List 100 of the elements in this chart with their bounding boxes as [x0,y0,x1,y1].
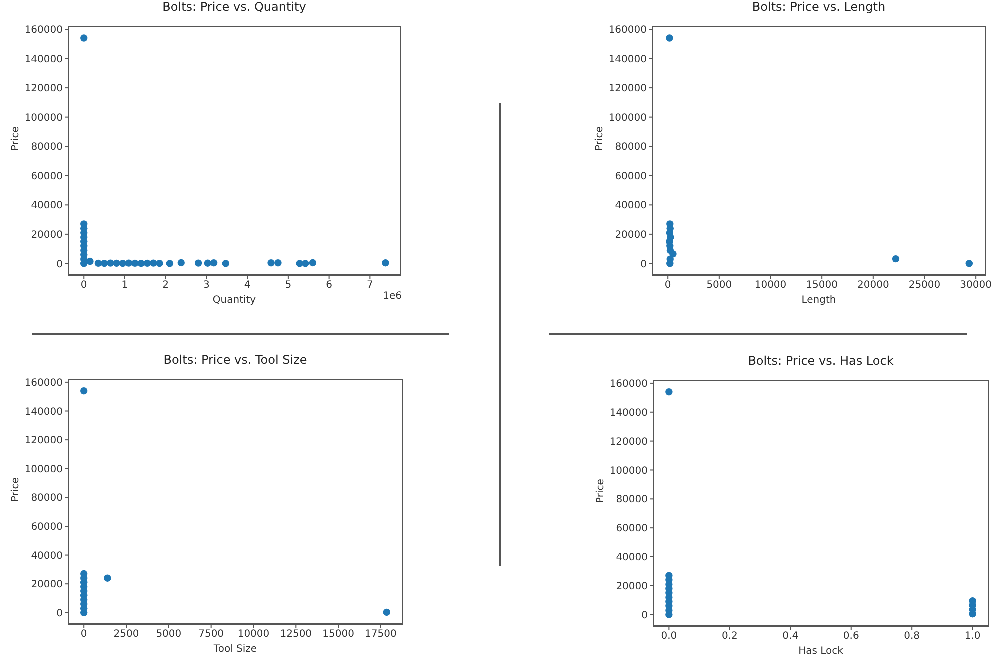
x-tick-label: 10000 [754,280,787,292]
point [966,260,973,268]
y-tick-label: 60000 [616,524,648,535]
point [104,574,112,582]
y-tick-label: 160000 [610,379,648,390]
y-tick-label: 120000 [608,84,647,95]
x-tick-label: 0 [80,629,88,640]
x-tick-label: 6 [326,280,332,292]
x-tick-label: 1 [122,280,128,292]
point [80,34,88,42]
point [138,260,145,268]
point [274,260,282,267]
point [94,260,102,268]
x-tick-label: 0 [80,280,88,292]
x-tick-label: 30000 [960,280,991,292]
y-tick-label: 140000 [24,406,63,418]
y-axis-title: Price [10,478,22,502]
x-axis-title: Tool Size [212,644,258,655]
point [80,260,88,268]
x-tick-label: 15000 [806,280,838,292]
point [969,610,976,618]
point [132,260,139,268]
y-tick-label: 140000 [24,54,63,66]
y-tick-label: 60000 [31,171,63,182]
x-tick-label: 10000 [238,629,270,640]
x-tick-label: 3 [204,280,210,292]
y-tick-label: 140000 [608,54,647,66]
x-tick-label: 5000 [156,629,182,640]
x-tick-label: 7500 [198,629,224,640]
y-tick-label: 100000 [608,112,647,124]
point [144,260,152,268]
x-axis-title: Quantity [212,295,256,306]
point [383,608,390,616]
x-tick-label: 12500 [280,629,312,640]
y-tick-label: 80000 [616,494,648,506]
point [80,387,88,395]
y-tick-label: 100000 [24,464,63,476]
point [892,255,900,263]
y-tick-label: 20000 [31,230,63,241]
point [100,260,108,268]
y-tick-label: 100000 [610,466,648,477]
y-axis-title: Price [10,126,22,151]
chart-title: Bolts: Price vs. Tool Size [162,353,308,367]
x-tick-label: 0.2 [722,631,738,642]
y-tick-label: 120000 [24,436,63,447]
point [86,258,94,266]
x-axis-title: Length [802,295,836,306]
y-tick-label: 80000 [615,142,647,154]
y-tick-label: 60000 [615,171,647,182]
x-tick-label: 0.4 [782,631,799,642]
point [222,260,230,268]
point [113,260,120,268]
point [268,260,275,267]
point [666,388,673,396]
y-tick-label: 20000 [616,581,648,592]
y-tick-label: 40000 [31,200,63,212]
x-tick-label: 0.0 [661,631,678,642]
y-axis-title: Price [596,479,607,504]
x-tick-label: 5000 [706,280,732,292]
chart-title: Bolts: Price vs. Quantity [162,0,308,14]
x-tick-label: 0.6 [843,631,860,642]
x-tick-label: 1.0 [964,631,981,642]
chart-title: Bolts: Price vs. Has Lock [747,354,895,368]
x-tick-label: 2 [162,280,170,292]
y-tick-label: 0 [56,259,63,270]
y-tick-label: 140000 [610,408,648,419]
point [302,260,310,268]
x-axis-title: Has Lock [798,646,844,657]
point [166,260,174,268]
point [194,260,202,267]
point [666,34,674,42]
text: 1e6 [383,291,402,302]
x-tick-label: 7 [366,280,374,292]
x-tick-label: 20000 [858,280,890,292]
y-tick-label: 160000 [24,25,63,36]
y-tick-label: 100000 [24,112,63,124]
y-tick-label: 40000 [615,200,647,212]
point [178,259,185,267]
y-tick-label: 0 [642,610,648,622]
y-tick-label: 120000 [24,84,63,95]
x-tick-label: 0.8 [904,631,920,642]
x-tick-label: 15000 [322,629,354,640]
y-axis-title: Price [594,126,606,151]
point [125,260,133,267]
y-tick-label: 20000 [615,230,647,241]
point [150,260,158,267]
chart-title: Bolts: Price vs. Length [751,0,887,14]
x-tick-label: 4 [244,280,251,292]
y-tick-label: 160000 [608,25,647,36]
point [309,259,317,267]
y-tick-label: 40000 [616,552,648,564]
point [382,260,390,267]
y-tick-label: 0 [640,259,647,270]
x-tick-label: 25000 [908,280,941,292]
point [156,260,164,268]
y-tick-label: 80000 [31,493,63,504]
point [204,260,212,267]
point [670,250,677,258]
x-tick-label: 5 [285,280,292,292]
y-tick-label: 20000 [31,580,63,591]
